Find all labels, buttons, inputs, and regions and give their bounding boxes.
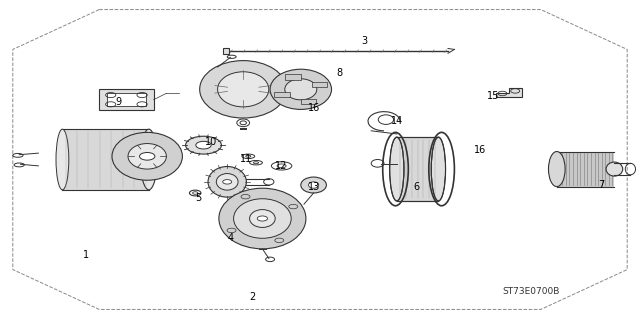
Text: 6: 6 bbox=[413, 182, 419, 192]
Text: 3: 3 bbox=[362, 36, 368, 47]
Bar bbox=[557, 152, 614, 187]
Ellipse shape bbox=[270, 69, 332, 109]
Ellipse shape bbox=[219, 188, 306, 249]
Text: 1: 1 bbox=[83, 250, 90, 260]
Ellipse shape bbox=[216, 174, 238, 190]
Text: 13: 13 bbox=[307, 182, 320, 192]
Ellipse shape bbox=[112, 132, 182, 180]
Text: 16: 16 bbox=[474, 145, 486, 155]
Polygon shape bbox=[99, 89, 154, 110]
Text: 11: 11 bbox=[240, 154, 253, 165]
Text: 8: 8 bbox=[336, 68, 342, 78]
Text: 12: 12 bbox=[275, 161, 288, 171]
Text: 14: 14 bbox=[390, 116, 403, 126]
Ellipse shape bbox=[140, 152, 155, 160]
Ellipse shape bbox=[250, 210, 275, 227]
Ellipse shape bbox=[431, 137, 445, 201]
Ellipse shape bbox=[234, 199, 291, 238]
Text: 7: 7 bbox=[598, 180, 605, 190]
Ellipse shape bbox=[200, 61, 287, 118]
Bar bbox=[301, 99, 316, 104]
Ellipse shape bbox=[141, 129, 157, 190]
Text: 15: 15 bbox=[486, 91, 499, 101]
Bar bbox=[63, 129, 149, 190]
Bar bbox=[275, 92, 290, 97]
Ellipse shape bbox=[128, 144, 166, 169]
Ellipse shape bbox=[208, 167, 246, 197]
Text: 4: 4 bbox=[227, 233, 234, 243]
Ellipse shape bbox=[548, 152, 565, 187]
Ellipse shape bbox=[606, 162, 623, 176]
Ellipse shape bbox=[301, 177, 326, 193]
Ellipse shape bbox=[223, 180, 232, 184]
Text: 9: 9 bbox=[115, 97, 122, 107]
Text: 5: 5 bbox=[195, 193, 202, 203]
Ellipse shape bbox=[308, 182, 319, 188]
Ellipse shape bbox=[56, 129, 69, 190]
Ellipse shape bbox=[186, 136, 221, 154]
Bar bbox=[285, 74, 301, 79]
Text: 10: 10 bbox=[205, 137, 218, 147]
Text: 16: 16 bbox=[307, 103, 320, 114]
Bar bbox=[397, 137, 438, 201]
Ellipse shape bbox=[196, 141, 211, 149]
Polygon shape bbox=[496, 88, 522, 97]
Text: 2: 2 bbox=[250, 292, 256, 302]
Ellipse shape bbox=[257, 216, 268, 221]
Ellipse shape bbox=[390, 137, 404, 201]
Bar bbox=[107, 93, 146, 106]
Text: ST73E0700B: ST73E0700B bbox=[502, 287, 560, 296]
Polygon shape bbox=[223, 48, 229, 54]
Bar bbox=[312, 82, 327, 87]
Ellipse shape bbox=[285, 79, 317, 100]
Ellipse shape bbox=[218, 72, 269, 107]
